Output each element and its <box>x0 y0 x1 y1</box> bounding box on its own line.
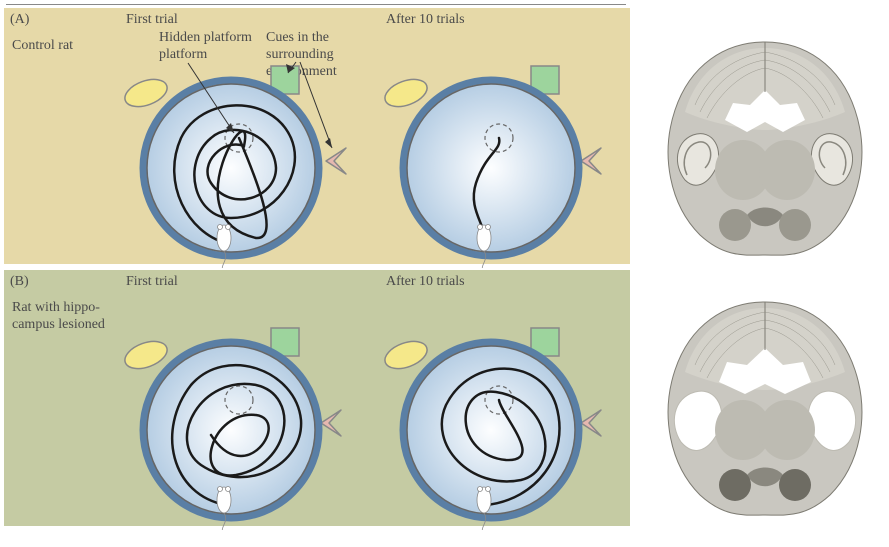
panel-b-col2-title: After 10 trials <box>386 274 465 291</box>
cue-oval-icon <box>121 74 171 112</box>
nucleus-r <box>779 209 811 241</box>
arrow-head-icon <box>325 138 332 148</box>
brain-b-svg <box>655 290 875 520</box>
row-label-b-l2: campus lesioned <box>12 317 105 334</box>
left-figure: (A) Control rat First trial After 10 tri… <box>4 8 634 528</box>
brain-section-a <box>655 30 875 260</box>
cue-oval-icon <box>381 74 431 112</box>
panel-a-col2-title: After 10 trials <box>386 12 465 29</box>
cue-oval-icon <box>121 336 171 374</box>
pool-b1 <box>116 300 366 530</box>
pool-a1 <box>116 38 366 268</box>
brain-a-svg <box>655 30 875 260</box>
row-label-b-l1: Rat with hippo- <box>12 300 105 317</box>
rat-icon <box>217 487 231 531</box>
cue-triangle-icon <box>321 410 341 436</box>
rat-icon <box>477 487 491 531</box>
cue-oval-icon <box>381 336 431 374</box>
pool-water <box>407 84 575 252</box>
brain-section-b <box>655 290 875 520</box>
rat-icon <box>477 225 491 269</box>
cue-triangle-icon <box>581 410 601 436</box>
cue-triangle-icon <box>326 148 346 174</box>
pool-a2 <box>376 38 626 268</box>
panel-a-col1-title: First trial <box>126 12 178 29</box>
nucleus-r <box>779 469 811 501</box>
panel-a-row-label: Control rat <box>12 38 73 55</box>
panel-b: (B) Rat with hippo- campus lesioned Firs… <box>4 270 630 526</box>
cue-triangle-icon <box>581 148 601 174</box>
pool-b2 <box>376 300 626 530</box>
rat-icon <box>217 225 231 269</box>
top-rule <box>6 4 626 5</box>
panel-b-letter: (B) <box>10 274 29 291</box>
thalamus-right <box>759 400 815 460</box>
panel-a: (A) Control rat First trial After 10 tri… <box>4 8 630 264</box>
panel-b-col1-title: First trial <box>126 274 178 291</box>
panel-a-letter: (A) <box>10 12 29 29</box>
pool-water <box>407 346 575 514</box>
nucleus-l <box>719 469 751 501</box>
nucleus-l <box>719 209 751 241</box>
panel-b-row-label: Rat with hippo- campus lesioned <box>12 300 105 334</box>
thalamus-right <box>759 140 815 200</box>
